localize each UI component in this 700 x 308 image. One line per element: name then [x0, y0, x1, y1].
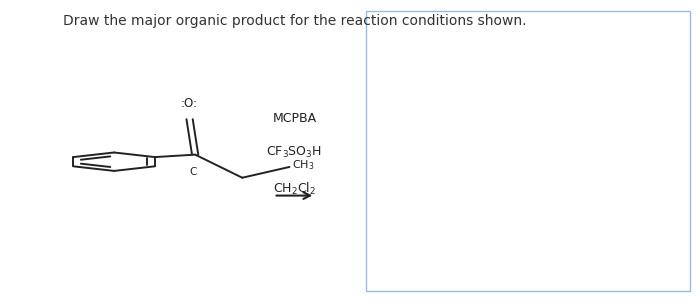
Text: $\mathregular{CH_3}$: $\mathregular{CH_3}$	[291, 159, 314, 172]
Text: Draw the major organic product for the reaction conditions shown.: Draw the major organic product for the r…	[62, 14, 526, 28]
Text: MCPBA: MCPBA	[272, 112, 316, 125]
Text: $\mathregular{CF_3SO_3H}$: $\mathregular{CF_3SO_3H}$	[267, 145, 322, 160]
Text: $\mathregular{CH_2Cl_2}$: $\mathregular{CH_2Cl_2}$	[273, 181, 316, 197]
Bar	[366, 11, 690, 291]
Text: C: C	[190, 167, 197, 176]
Text: :O:: :O:	[181, 97, 198, 110]
